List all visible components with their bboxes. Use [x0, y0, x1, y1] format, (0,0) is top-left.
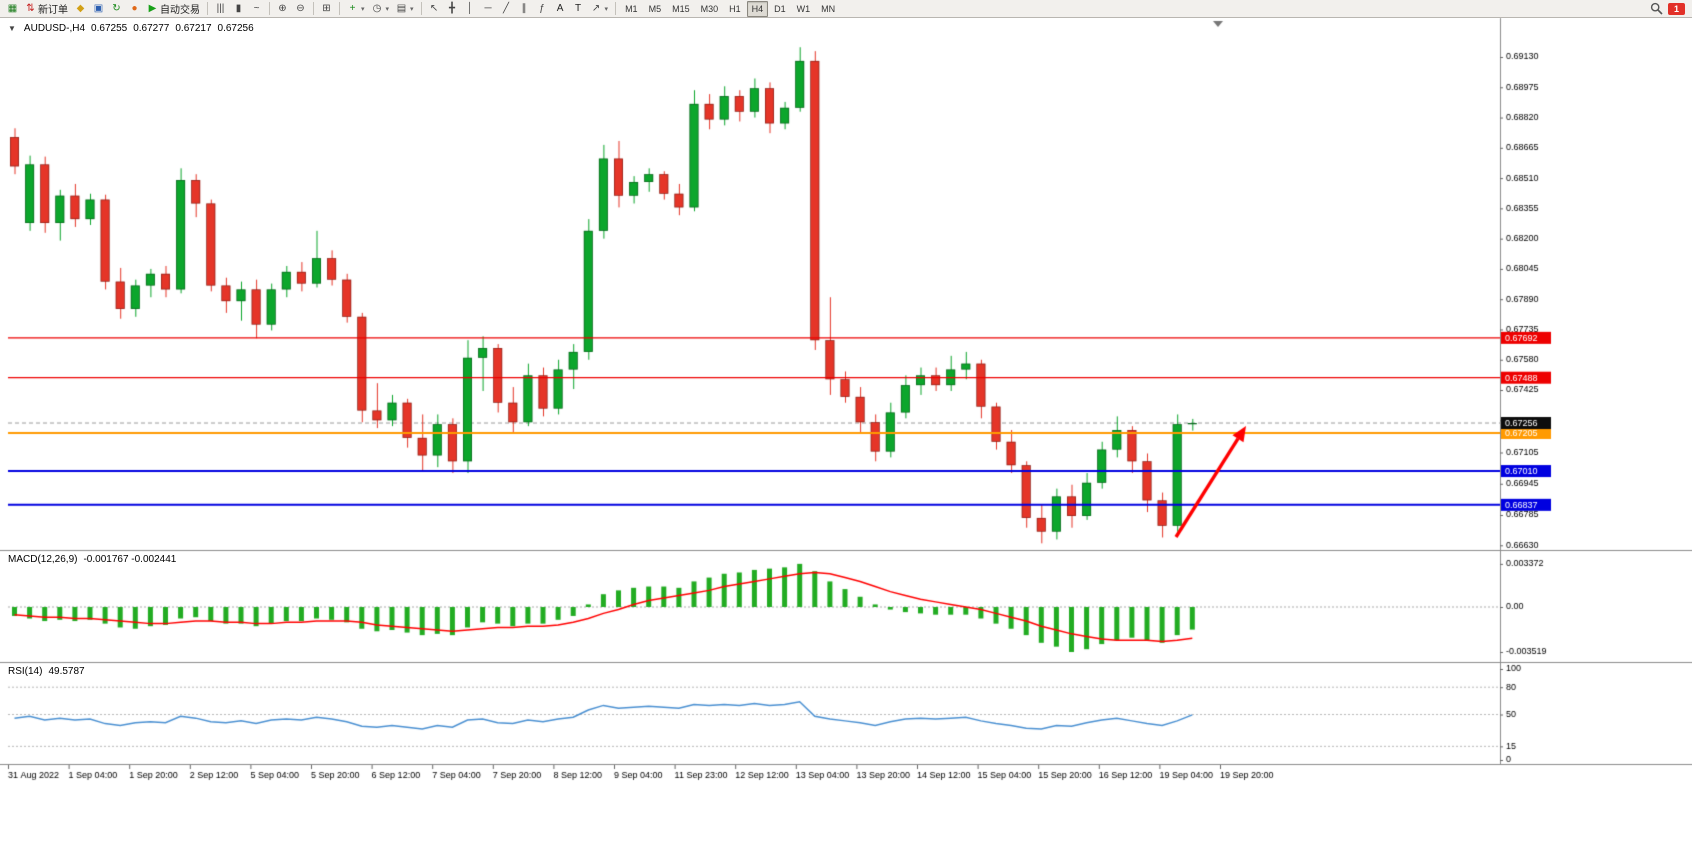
- vertical-line-icon: │: [466, 3, 474, 14]
- arrows-button[interactable]: ↗ ▾: [588, 0, 612, 18]
- new-order-icon: ⇅: [26, 3, 35, 14]
- templates-icon: ▤: [396, 3, 407, 14]
- ohlc-close: 0.67256: [217, 23, 254, 34]
- toolbar-separator: [615, 2, 617, 15]
- chart-symbol-header: ▼ AUDUSD-,H4 0.67255 0.67277 0.67217 0.6…: [8, 23, 254, 34]
- cursor-icon: ↖: [429, 3, 439, 14]
- trendline-icon: ╱: [503, 3, 510, 14]
- cursor-button[interactable]: ↖: [426, 0, 443, 18]
- one-click-trading-toggle-icon[interactable]: ▼: [8, 24, 16, 33]
- channel-button[interactable]: ∥: [516, 0, 533, 18]
- toolbar-separator: [313, 2, 314, 15]
- toolbar-separator: [420, 2, 422, 15]
- alerts-button[interactable]: ●: [126, 0, 143, 18]
- toolbar: ▦ ⇅ 新订单 ◆ ▣ ↻ ● ▶ 自动交易 ||| ▮ ~ ⊕ ⊖ ⊞ + ▾ ◷ ▾ ▤ ▾ ↖ ╋ │ ─ ╱ ∥ ƒ A T ↗ ▾ M…: [0, 0, 1692, 18]
- auto-trading-label: 自动交易: [160, 5, 200, 16]
- auto-trading-button[interactable]: ▶ 自动交易: [144, 0, 203, 18]
- timeframe-h4-button[interactable]: H4: [746, 0, 769, 17]
- timeframe-m15-button[interactable]: M15: [672, 3, 690, 14]
- timeframe-h1-button[interactable]: H1: [729, 3, 741, 14]
- vertical-line-button[interactable]: │: [462, 0, 479, 18]
- metaeditor-icon: ◆: [76, 3, 85, 14]
- new-order-button[interactable]: ⇅ 新订单: [22, 0, 71, 18]
- toolbar-separator: [339, 2, 340, 15]
- ohlc-high: 0.67277: [133, 23, 170, 34]
- zoom-out-icon: ⊖: [296, 3, 305, 14]
- notification-badge[interactable]: 1: [1668, 2, 1685, 15]
- tile-windows-button[interactable]: ⊞: [318, 0, 335, 18]
- bar-chart-button[interactable]: |||: [212, 0, 229, 18]
- periods-icon: ◷: [372, 3, 382, 14]
- channel-icon: ∥: [521, 3, 527, 14]
- bar-chart-icon: |||: [216, 3, 225, 14]
- text-label-icon: T: [574, 3, 582, 14]
- profiles-button[interactable]: ▣: [90, 0, 107, 18]
- timeframe-m5-button[interactable]: M5: [648, 3, 662, 14]
- trendline-button[interactable]: ╱: [498, 0, 515, 18]
- toolbar-right: 1: [1650, 2, 1690, 15]
- refresh-icon: ↻: [112, 3, 121, 14]
- horizontal-line-button[interactable]: ─: [480, 0, 497, 18]
- rsi-label: RSI(14): [8, 666, 43, 677]
- line-chart-icon: ~: [253, 3, 260, 14]
- fibonacci-button[interactable]: ƒ: [534, 0, 551, 18]
- toolbar-separator: [269, 2, 270, 15]
- tile-windows-icon: ⊞: [322, 3, 331, 14]
- fibonacci-icon: ƒ: [539, 3, 545, 14]
- new-chart-icon: ▦: [7, 3, 18, 14]
- profiles-icon: ▣: [93, 3, 104, 14]
- metaeditor-button[interactable]: ◆: [72, 0, 89, 18]
- zoom-in-button[interactable]: ⊕: [274, 0, 291, 18]
- line-chart-button[interactable]: ~: [248, 0, 265, 18]
- timeframe-d1-button[interactable]: D1: [774, 3, 786, 14]
- indicators-icon: +: [349, 3, 356, 14]
- candlestick-chart-icon: ▮: [235, 3, 242, 14]
- macd-values: -0.001767 -0.002441: [83, 554, 177, 565]
- indicators-button[interactable]: + ▾: [344, 0, 368, 18]
- rsi-value: 49.5787: [48, 666, 85, 677]
- new-chart-button[interactable]: ▦: [4, 0, 21, 18]
- timeframe-mn-button[interactable]: MN: [821, 3, 836, 14]
- zoom-in-icon: ⊕: [278, 3, 287, 14]
- crosshair-button[interactable]: ╋: [444, 0, 461, 18]
- arrows-icon: ↗: [591, 3, 601, 14]
- text-button[interactable]: A: [552, 0, 569, 18]
- chevron-down-icon: ▾: [604, 5, 609, 13]
- templates-button[interactable]: ▤ ▾: [393, 0, 417, 18]
- timeframe-w1-button[interactable]: W1: [796, 3, 811, 14]
- zoom-out-button[interactable]: ⊖: [292, 0, 309, 18]
- chevron-down-icon: ▾: [410, 5, 414, 13]
- crosshair-icon: ╋: [449, 3, 456, 14]
- chart-symbol-period: AUDUSD-,H4: [23, 23, 86, 34]
- horizontal-line-icon: ─: [484, 3, 492, 14]
- chevron-down-icon: ▾: [385, 5, 390, 13]
- toolbar-buttons: ▦ ⇅ 新订单 ◆ ▣ ↻ ● ▶ 自动交易 ||| ▮ ~ ⊕ ⊖ ⊞ + ▾ ◷ ▾ ▤ ▾ ↖ ╋ │ ─ ╱ ∥ ƒ A T ↗ ▾ M…: [2, 0, 842, 18]
- alerts-icon: ●: [131, 3, 138, 14]
- new-order-label: 新订单: [38, 5, 68, 16]
- macd-label: MACD(12,26,9): [8, 554, 78, 565]
- rsi-header: RSI(14) 49.5787: [8, 666, 85, 677]
- timeframe-m30-button[interactable]: M30: [700, 3, 719, 14]
- text-label-button[interactable]: T: [570, 0, 587, 18]
- macd-header: MACD(12,26,9) -0.001767 -0.002441: [8, 554, 176, 565]
- ohlc-open: 0.67255: [91, 23, 128, 34]
- auto-trading-icon: ▶: [148, 3, 157, 14]
- text-icon: A: [556, 3, 564, 14]
- search-icon[interactable]: [1650, 2, 1663, 15]
- refresh-button[interactable]: ↻: [108, 0, 125, 18]
- chevron-down-icon: ▾: [361, 5, 365, 13]
- ohlc-low: 0.67217: [175, 23, 212, 34]
- toolbar-separator: [207, 2, 208, 15]
- candlestick-chart-button[interactable]: ▮: [230, 0, 247, 18]
- timeframe-m1-button[interactable]: M1: [625, 3, 638, 14]
- periods-button[interactable]: ◷ ▾: [369, 0, 393, 18]
